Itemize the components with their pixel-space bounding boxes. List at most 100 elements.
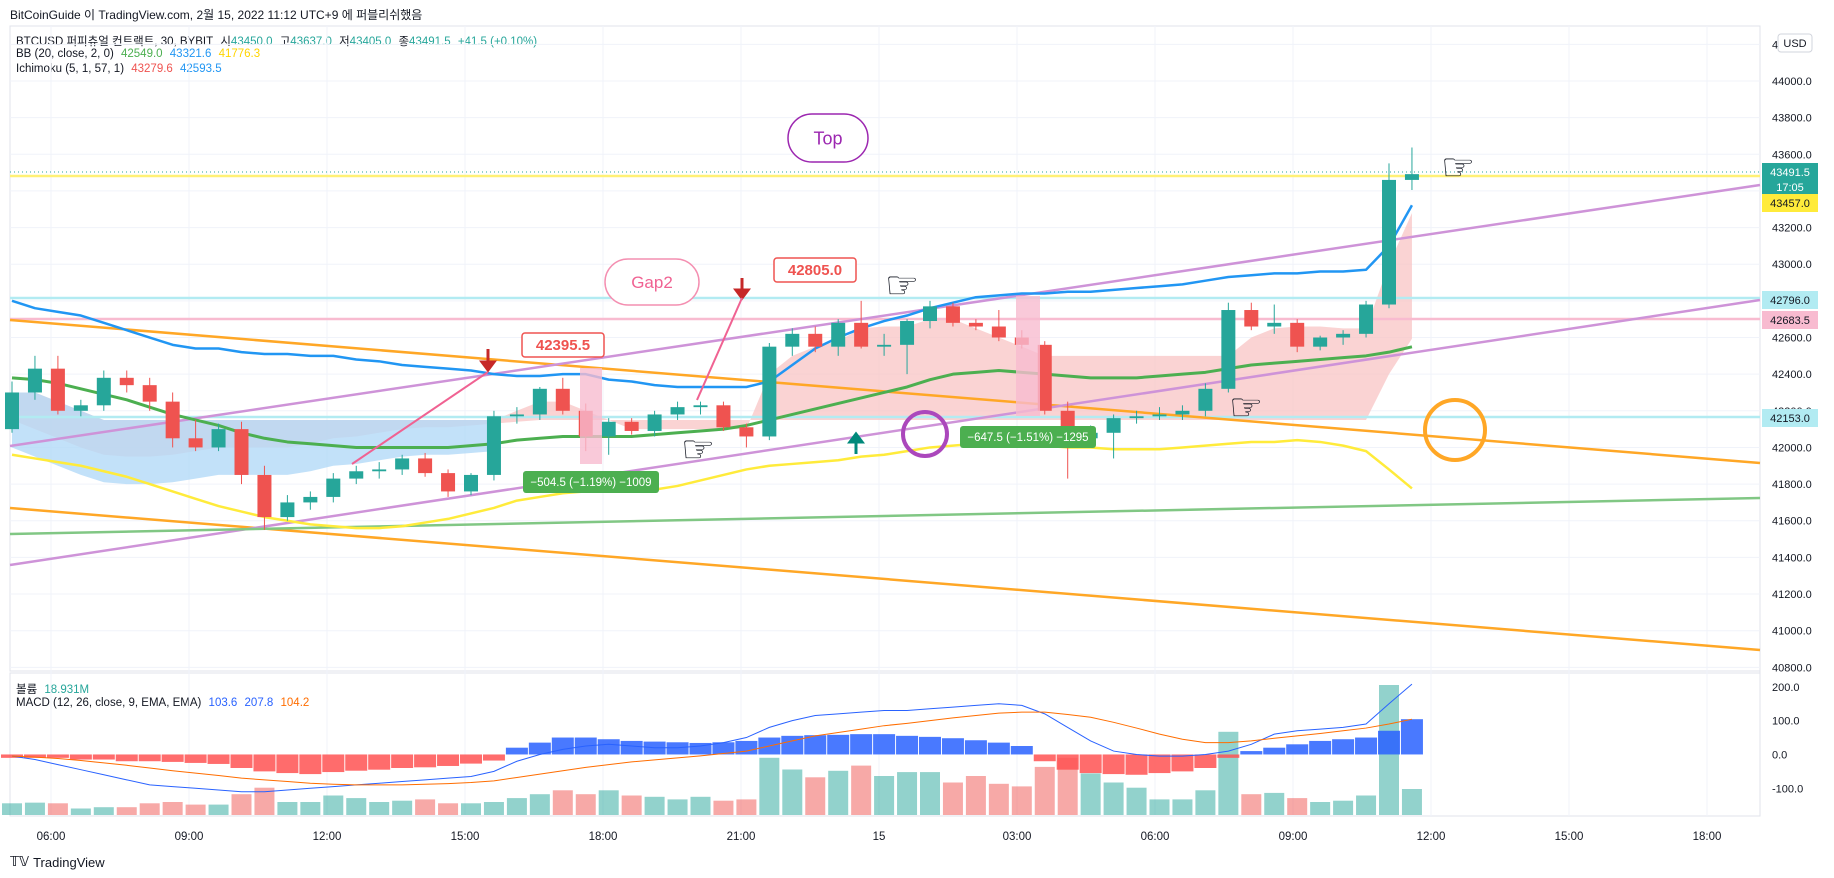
gap2-note-label: Gap2	[631, 273, 673, 292]
candle-body	[1404, 174, 1419, 180]
macd-histogram-bar	[896, 735, 919, 755]
candle-body	[877, 344, 892, 347]
candle-body	[923, 306, 937, 322]
macd-histogram-bar	[1171, 754, 1194, 772]
ichimoku-label: Ichimoku (5, 1, 57, 1)	[16, 63, 125, 75]
macd-histogram-bar	[414, 754, 437, 768]
bb-lower-line	[11, 438, 1413, 530]
macd-histogram-bar	[1125, 754, 1148, 775]
ichimoku-v1: 43279.6	[131, 63, 173, 75]
macd-histogram-bar	[1332, 739, 1355, 755]
candle-body	[349, 471, 364, 479]
smiley-face-icon	[1423, 398, 1487, 462]
y-tick-label: 41800.0	[1772, 479, 1812, 491]
macd-y-tick-label: 200.0	[1772, 682, 1800, 694]
candle-body	[257, 474, 272, 518]
x-tick-label: 03:00	[1003, 831, 1032, 843]
candle-body	[854, 322, 869, 347]
candle-body	[188, 438, 203, 448]
macd-histogram-bar	[804, 735, 827, 755]
candle-body	[1221, 310, 1236, 389]
trend-line	[9, 183, 1761, 448]
volume-bar	[667, 799, 688, 815]
y-tick-label: 43600.0	[1772, 149, 1812, 161]
candle-body	[418, 458, 433, 474]
volume-bar	[552, 790, 573, 815]
macd-histogram-bar	[46, 754, 69, 758]
volume-bar	[254, 787, 275, 815]
candle-body	[624, 421, 639, 431]
macd-v3: 104.2	[280, 697, 310, 709]
open-label: 시	[220, 36, 231, 48]
volume-bar	[70, 808, 91, 815]
volume-bar	[828, 770, 849, 815]
range-highlight-2	[1016, 296, 1040, 416]
open-value: 43450.0	[230, 36, 273, 48]
macd-y-tick-label: 100.0	[1772, 716, 1800, 728]
volume-bar	[1034, 766, 1055, 815]
tag-cyan2-bg	[1762, 409, 1818, 427]
price-chart[interactable]: 40800.0 41000.0 41200.0 41400.0 41600.0 41800…	[0, 0, 1834, 860]
volume-bar	[300, 802, 321, 815]
volume-bar	[575, 794, 596, 815]
volume-bar	[483, 802, 504, 815]
y-tick-label: 42400.0	[1772, 369, 1812, 381]
low-label: 저	[339, 36, 350, 48]
tag-pink-label: 42683.5	[1770, 315, 1810, 327]
volume-bar	[1172, 799, 1193, 815]
price-note-1-label: 42395.5	[536, 337, 590, 354]
volume-bar	[621, 795, 642, 815]
bb-label: BB (20, close, 2, 0)	[16, 48, 114, 60]
path-arrow-line-1	[351, 371, 489, 465]
volume-bar	[1264, 792, 1285, 815]
volume-bar	[1103, 782, 1124, 815]
pointing-hand-icon: ☞	[885, 265, 919, 307]
macd-histogram-bar	[597, 739, 620, 755]
candle-body	[234, 429, 249, 475]
change-value: +41.5 (+0.10%)	[457, 36, 538, 48]
macd-histogram-bar	[1240, 751, 1263, 755]
candle-body	[27, 368, 42, 393]
tradingview-brand[interactable]: 𝕋𝕍 TradingView	[10, 854, 105, 870]
macd-histogram-bar	[735, 740, 758, 755]
candle-body	[693, 405, 708, 408]
candle-body	[96, 377, 111, 406]
candle-body	[395, 458, 410, 470]
ichimoku-legend: Ichimoku (5, 1, 57, 1) 43279.6 42593.5	[16, 63, 226, 75]
macd-histogram-bar	[781, 735, 804, 755]
macd-histogram-bar	[161, 754, 184, 762]
candle-body	[165, 401, 180, 439]
measure-2-box	[960, 426, 1096, 448]
macd-histogram-bar	[941, 738, 964, 755]
volume-bar	[93, 807, 114, 815]
candle-body	[280, 502, 295, 518]
price-note-2-label: 42805.0	[788, 262, 842, 279]
volume-bar	[1310, 802, 1331, 815]
ichimoku-v2: 42593.5	[180, 63, 222, 75]
x-tick-label: 06:00	[37, 831, 66, 843]
macd-histogram-bar	[1378, 730, 1400, 755]
trend-line	[9, 506, 1761, 652]
candle-body	[441, 473, 456, 492]
macd-legend: MACD (12, 26, close, 9, EMA, EMA) 103.6 …	[16, 697, 313, 709]
macd-histogram-bar	[230, 754, 253, 768]
macd-histogram-bar	[964, 740, 987, 755]
ichimoku-cloud-bear	[12, 392, 494, 485]
macd-histogram-bar	[827, 734, 850, 755]
x-tick-label: 15	[873, 831, 886, 843]
macd-histogram-bar	[919, 736, 941, 755]
top-note-bubble	[787, 113, 869, 163]
tag-current-label: 43491.5	[1770, 167, 1810, 179]
candle-body	[647, 414, 662, 431]
candle-body	[716, 405, 731, 428]
y-tick-label: 44000.0	[1772, 76, 1812, 88]
pointing-hand-icon: ☞	[1229, 387, 1263, 429]
macd-histogram-bar	[345, 754, 368, 771]
macd-histogram-bar	[1309, 740, 1332, 755]
candle-body	[968, 322, 983, 327]
neutral-face-icon	[901, 410, 949, 458]
volume-bar	[965, 776, 986, 815]
bb-legend: BB (20, close, 2, 0) 42549.0 43321.6 417…	[16, 48, 264, 60]
macd-histogram-bar	[253, 754, 276, 772]
macd-histogram-bar	[551, 737, 574, 755]
